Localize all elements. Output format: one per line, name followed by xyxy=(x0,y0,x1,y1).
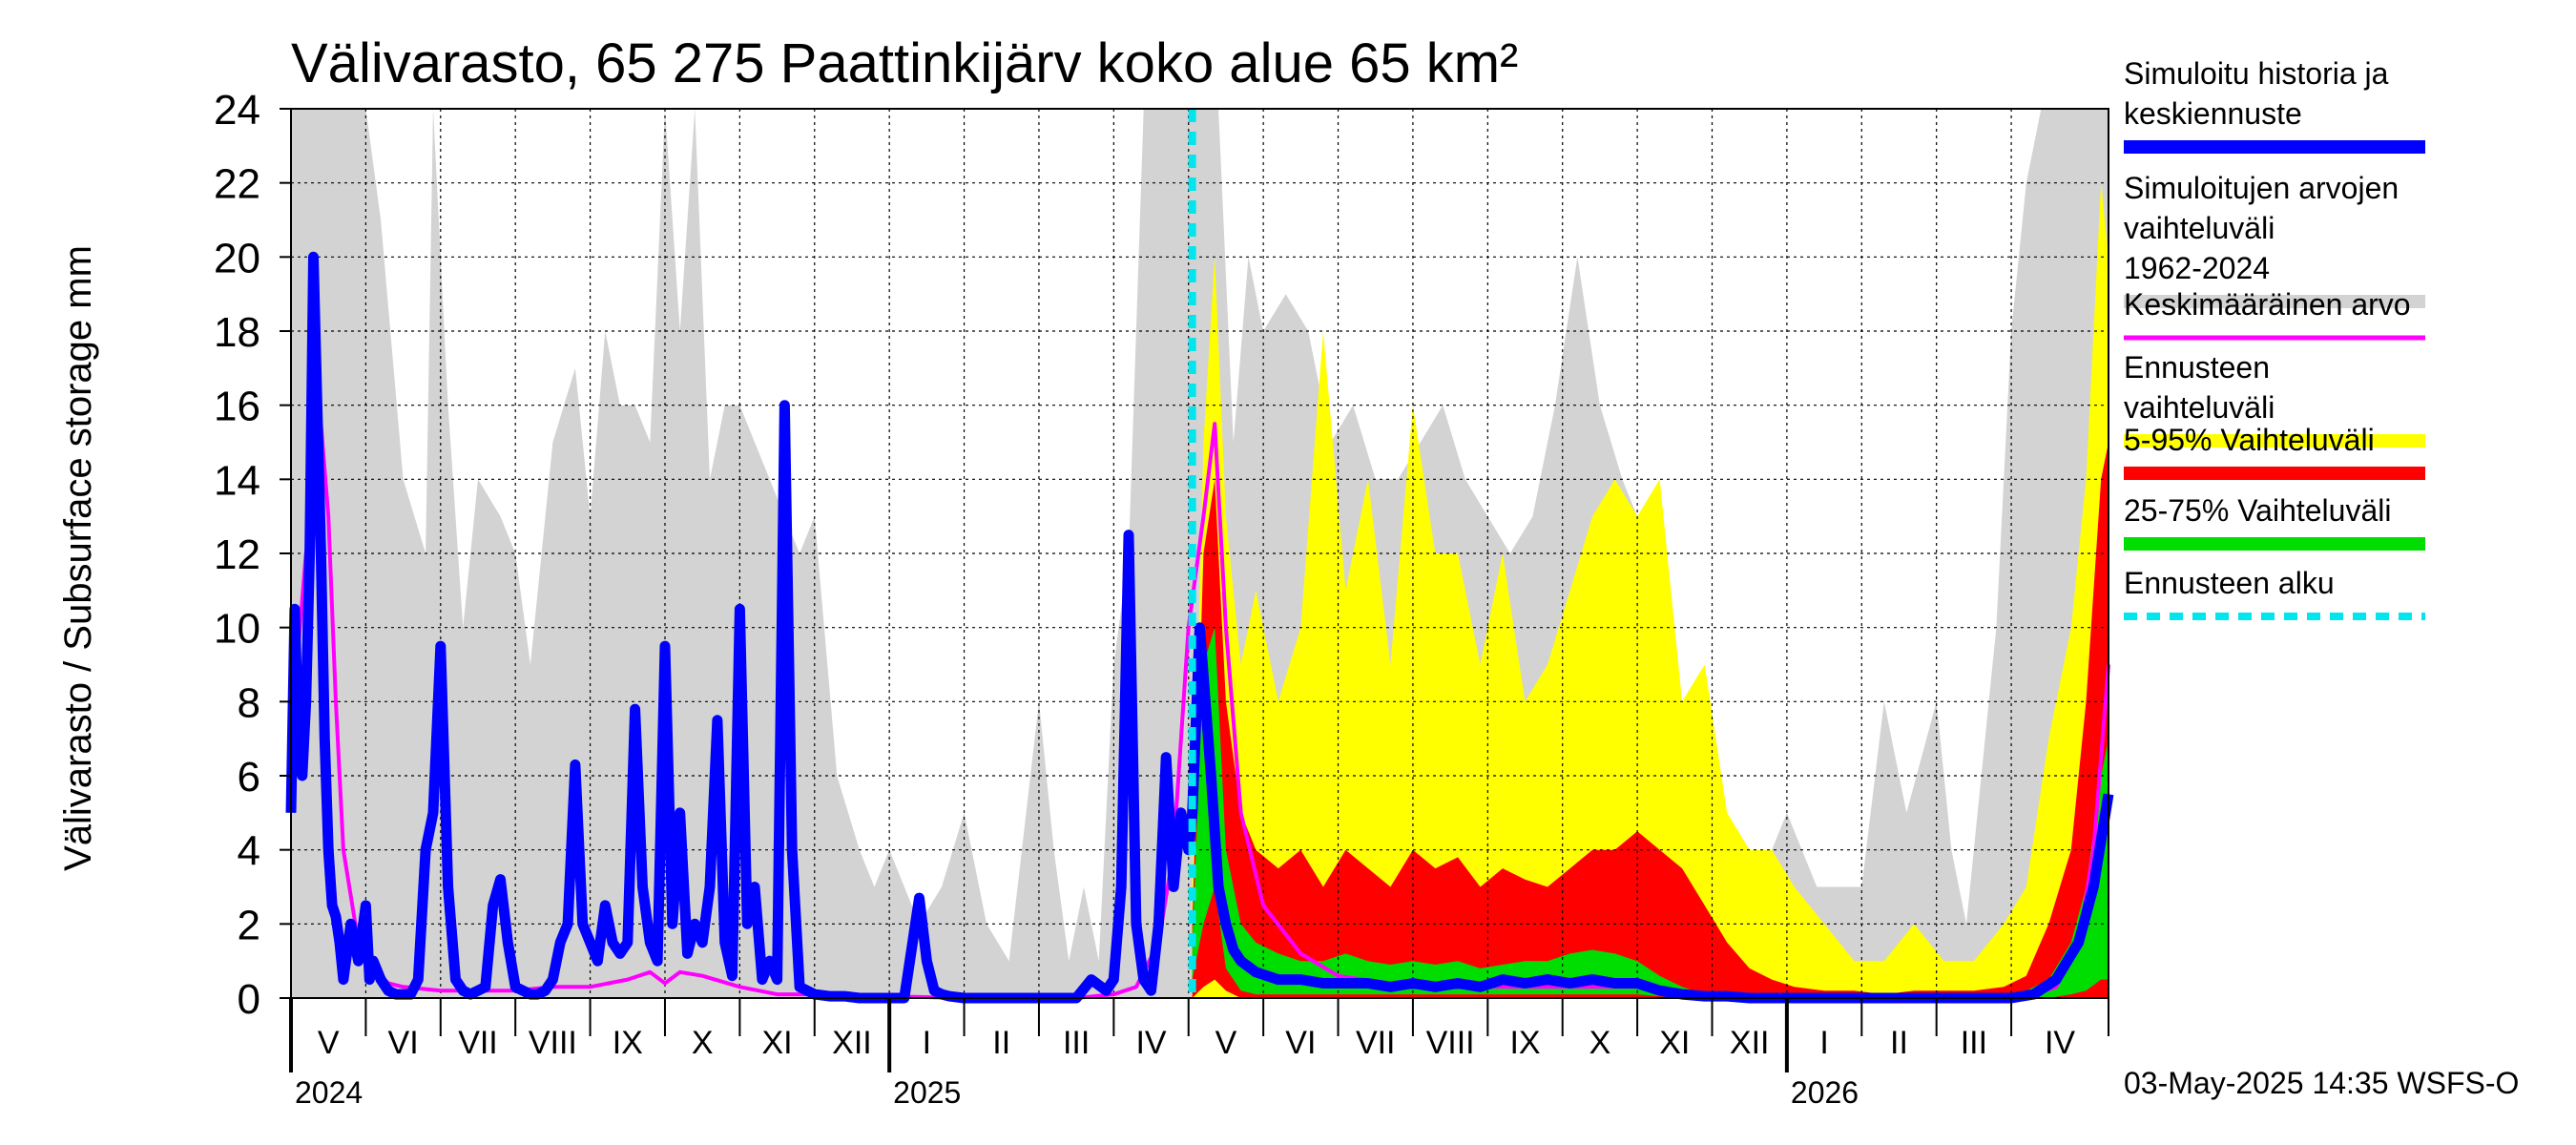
legend-label-1: 1962-2024 xyxy=(2124,251,2270,285)
legend-label-3: vaihteluväli xyxy=(2124,390,2275,425)
month-label-20: I xyxy=(1819,1025,1828,1061)
legend-label-3: Ennusteen xyxy=(2124,350,2270,385)
month-label-15: VIII xyxy=(1426,1025,1475,1061)
y-tick-label-6: 12 xyxy=(214,531,260,578)
y-tick-label-10: 20 xyxy=(214,235,260,281)
month-label-4: IX xyxy=(613,1025,643,1061)
legend-label-4: 5-95% Vaihteluväli xyxy=(2124,423,2375,457)
chart-title: Välivarasto, 65 275 Paattinkijärv koko a… xyxy=(291,32,1518,94)
month-label-0: V xyxy=(318,1025,340,1061)
y-tick-label-1: 2 xyxy=(238,902,260,948)
axes-layer: V VI VII VIII IX X XI XII I II III IV V VI VII VIII IX X X… xyxy=(214,87,2109,1110)
month-label-14: VII xyxy=(1356,1025,1396,1061)
year-label-1: 2025 xyxy=(893,1075,961,1110)
y-tick-label-0: 0 xyxy=(238,976,260,1023)
month-label-9: II xyxy=(992,1025,1010,1061)
month-label-21: II xyxy=(1890,1025,1908,1061)
month-label-12: V xyxy=(1215,1025,1237,1061)
month-label-18: XI xyxy=(1659,1025,1690,1061)
month-label-13: VI xyxy=(1285,1025,1316,1061)
legend: Simuloitu historia ja keskiennuste Simuloi… xyxy=(2124,56,2425,620)
month-label-22: III xyxy=(1961,1025,1987,1061)
y-tick-label-9: 18 xyxy=(214,309,260,356)
year-label-0: 2024 xyxy=(295,1075,363,1110)
y-tick-label-8: 16 xyxy=(214,384,260,430)
month-label-19: XII xyxy=(1730,1025,1770,1061)
legend-label-2: Keskimääräinen arvo xyxy=(2124,287,2411,322)
y-tick-label-12: 24 xyxy=(214,87,260,134)
month-label-1: VI xyxy=(388,1025,419,1061)
month-label-10: III xyxy=(1063,1025,1090,1061)
legend-label-1: Simuloitujen arvojen xyxy=(2124,171,2399,205)
legend-label-1: vaihteluväli xyxy=(2124,211,2275,245)
band-3 xyxy=(1192,627,2109,998)
band-1 xyxy=(1192,182,2109,998)
month-label-7: XII xyxy=(832,1025,872,1061)
y-tick-label-4: 8 xyxy=(238,679,260,726)
band-2 xyxy=(1192,442,2109,998)
y-tick-label-3: 6 xyxy=(238,754,260,801)
y-axis-label: Välivarasto / Subsurface storage mm xyxy=(57,245,99,871)
legend-label-0: Simuloitu historia ja xyxy=(2124,56,2389,91)
series-line-5 xyxy=(285,251,2114,1004)
month-label-23: IV xyxy=(2045,1025,2075,1061)
month-label-11: IV xyxy=(1135,1025,1166,1061)
month-label-5: X xyxy=(692,1025,714,1061)
month-label-6: XI xyxy=(762,1025,793,1061)
year-label-2: 2026 xyxy=(1791,1075,1859,1110)
month-label-17: X xyxy=(1589,1025,1611,1061)
legend-label-0: keskiennuste xyxy=(2124,96,2302,131)
legend-label-5: 25-75% Vaihteluväli xyxy=(2124,493,2391,528)
footer-timestamp: 03-May-2025 14:35 WSFS-O xyxy=(2124,1066,2519,1100)
y-tick-label-2: 4 xyxy=(238,828,260,875)
month-label-16: IX xyxy=(1509,1025,1540,1061)
y-tick-label-7: 14 xyxy=(214,457,260,504)
y-tick-label-11: 22 xyxy=(214,161,260,208)
legend-label-6: Ennusteen alku xyxy=(2124,566,2335,600)
month-label-8: I xyxy=(923,1025,931,1061)
month-label-2: VII xyxy=(458,1025,498,1061)
month-label-3: VIII xyxy=(529,1025,577,1061)
y-tick-label-5: 10 xyxy=(214,606,260,653)
